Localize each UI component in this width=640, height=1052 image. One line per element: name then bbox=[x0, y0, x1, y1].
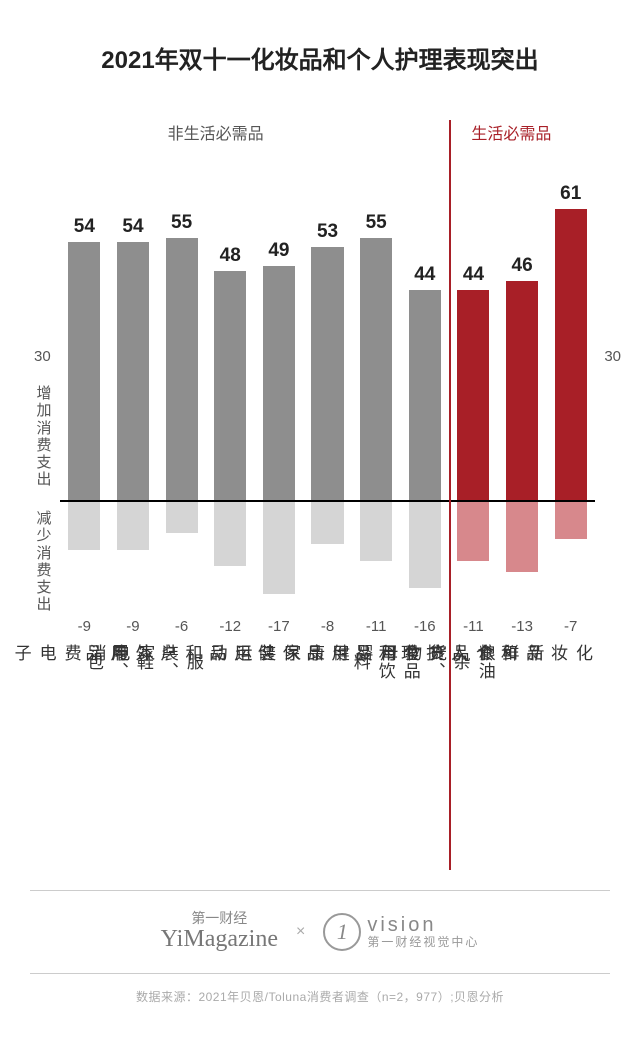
section-label-1: 生活必需品 bbox=[471, 120, 551, 144]
logo-left-en: YiMagazine bbox=[161, 926, 278, 952]
footer-logos: 第一财经 YiMagazine × 1 vision 第一财经视觉中心 bbox=[30, 890, 610, 974]
value-negative: -6 bbox=[157, 618, 206, 635]
bar-positive bbox=[214, 271, 246, 500]
value-negative: -8 bbox=[303, 618, 352, 635]
value-positive: 53 bbox=[303, 221, 352, 243]
bar-positive bbox=[166, 238, 198, 500]
chart-container: 2021年双十一化妆品和个人护理表现突出 非生活必需品 生活必需品 30 30 增加消… bbox=[0, 0, 640, 1025]
value-negative: -11 bbox=[449, 618, 498, 635]
logo-separator: × bbox=[296, 923, 305, 941]
ytick-left: 30 bbox=[34, 348, 51, 365]
bar-negative bbox=[263, 500, 295, 594]
bar-column-3: 48-12运动和户外用品 bbox=[206, 160, 255, 640]
value-negative: -9 bbox=[60, 618, 109, 635]
ylabel-increase: 增加消费支出 bbox=[34, 385, 54, 489]
bar-column-9: 46-13新鲜食品 bbox=[498, 160, 547, 640]
value-positive: 46 bbox=[498, 255, 547, 277]
logo-vision: 1 vision 第一财经视觉中心 bbox=[323, 913, 479, 951]
bar-negative bbox=[506, 500, 538, 572]
logo-circle-icon: 1 bbox=[323, 913, 361, 951]
bar-column-10: 61-7化妆品和个人护理 bbox=[546, 160, 595, 640]
bar-negative bbox=[311, 500, 343, 544]
chart-area: 3030增加消费支出减少消费支出54-9消费电子54-9家电55-6服装、鞋履、… bbox=[60, 160, 595, 640]
bar-column-0: 54-9消费电子 bbox=[60, 160, 109, 640]
bar-negative bbox=[117, 500, 149, 550]
bar-positive bbox=[263, 266, 295, 500]
bar-positive bbox=[311, 247, 343, 500]
chart-title: 2021年双十一化妆品和个人护理表现突出 bbox=[30, 40, 610, 75]
section-labels: 非生活必需品 生活必需品 bbox=[30, 120, 610, 150]
value-positive: 54 bbox=[109, 216, 158, 238]
bar-negative bbox=[555, 500, 587, 539]
bar-negative bbox=[166, 500, 198, 533]
chart-wrap: 3030增加消费支出减少消费支出54-9消费电子54-9家电55-6服装、鞋履、… bbox=[60, 160, 595, 640]
ylabel-decrease: 减少消费支出 bbox=[34, 510, 54, 614]
value-negative: -12 bbox=[206, 618, 255, 635]
section-divider bbox=[449, 120, 451, 870]
value-negative: -11 bbox=[352, 618, 401, 635]
logo-yimagazine: 第一财经 YiMagazine bbox=[161, 911, 278, 953]
bar-column-5: 53-8健康保健 bbox=[303, 160, 352, 640]
value-positive: 48 bbox=[206, 245, 255, 267]
value-negative: -13 bbox=[498, 618, 547, 635]
bar-negative bbox=[457, 500, 489, 561]
bar-positive bbox=[117, 242, 149, 500]
bar-positive bbox=[457, 290, 489, 500]
value-positive: 54 bbox=[60, 216, 109, 238]
logo-left-cn: 第一财经 bbox=[161, 911, 278, 926]
bar-column-7: 44-16宠物用品 bbox=[400, 160, 449, 640]
baseline bbox=[60, 500, 595, 502]
bar-positive bbox=[555, 209, 587, 500]
value-positive: 55 bbox=[157, 212, 206, 234]
bar-negative bbox=[214, 500, 246, 566]
bar-column-4: 49-17家装用品 bbox=[255, 160, 304, 640]
section-label-0: 非生活必需品 bbox=[168, 120, 264, 144]
bar-column-8: 44-11粮油杂货、食品和饮料 bbox=[449, 160, 498, 640]
value-negative: -7 bbox=[546, 618, 595, 635]
logo-right-text: vision 第一财经视觉中心 bbox=[367, 914, 479, 949]
bar-column-6: 55-11母婴用品 bbox=[352, 160, 401, 640]
value-positive: 44 bbox=[449, 264, 498, 286]
value-positive: 55 bbox=[352, 212, 401, 234]
bar-column-2: 55-6服装、鞋履、包 bbox=[157, 160, 206, 640]
bar-positive bbox=[409, 290, 441, 500]
value-negative: -9 bbox=[109, 618, 158, 635]
value-positive: 49 bbox=[255, 240, 304, 262]
bar-positive bbox=[506, 281, 538, 500]
category-label: 化妆品和个人护理 bbox=[546, 644, 595, 662]
bar-column-1: 54-9家电 bbox=[109, 160, 158, 640]
value-positive: 61 bbox=[546, 183, 595, 205]
value-negative: -17 bbox=[255, 618, 304, 635]
ytick-right: 30 bbox=[604, 348, 621, 365]
bar-positive bbox=[68, 242, 100, 500]
logo-right-en: vision bbox=[367, 914, 479, 936]
bar-negative bbox=[409, 500, 441, 588]
bar-negative bbox=[68, 500, 100, 550]
bar-positive bbox=[360, 238, 392, 500]
bar-negative bbox=[360, 500, 392, 561]
value-negative: -16 bbox=[400, 618, 449, 635]
source-text: 数据来源：2021年贝恩/Toluna消费者调查（n=2，977）;贝恩分析 bbox=[30, 988, 610, 1005]
logo-right-cn: 第一财经视觉中心 bbox=[367, 936, 479, 949]
value-positive: 44 bbox=[400, 264, 449, 286]
